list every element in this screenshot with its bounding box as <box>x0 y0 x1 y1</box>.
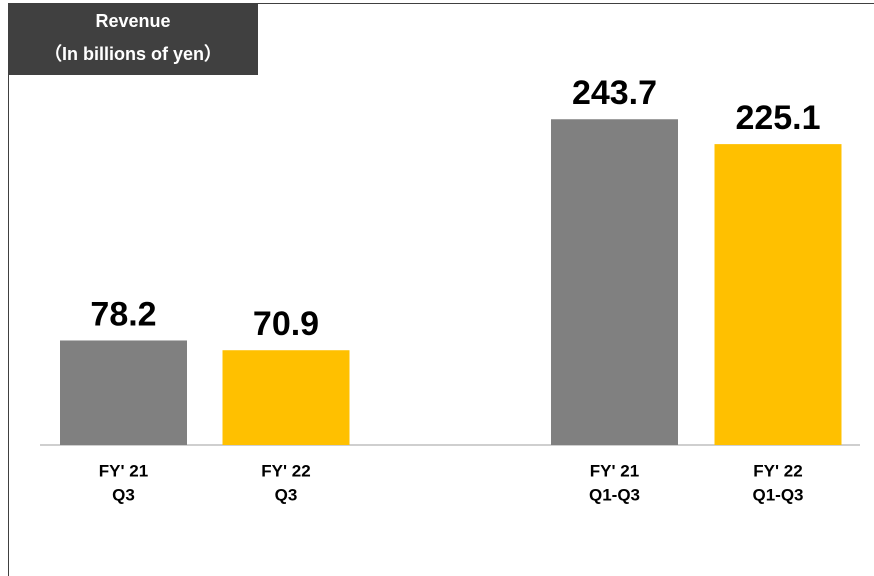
bar <box>60 340 187 445</box>
x-tick-label: FY' 21 <box>99 461 148 480</box>
chart-subtitle: （In billions of yen） <box>44 44 222 64</box>
x-tick-label: FY' 22 <box>261 461 310 480</box>
x-tick-label: Q3 <box>275 485 298 504</box>
value-label: 78.2 <box>90 295 156 333</box>
x-tick-label: Q3 <box>112 485 135 504</box>
x-tick-label: FY' 22 <box>753 461 802 480</box>
bar <box>222 350 350 445</box>
bar <box>551 119 678 445</box>
bar <box>714 144 842 445</box>
value-label: 225.1 <box>735 99 820 137</box>
x-tick-label: FY' 21 <box>590 461 639 480</box>
value-label: 70.9 <box>253 305 319 343</box>
chart-title: Revenue <box>95 11 170 31</box>
frame <box>8 3 874 576</box>
title-box <box>8 3 258 75</box>
x-tick-label: Q1-Q3 <box>589 485 640 504</box>
value-label: 243.7 <box>572 74 657 112</box>
x-tick-label: Q1-Q3 <box>752 485 803 504</box>
